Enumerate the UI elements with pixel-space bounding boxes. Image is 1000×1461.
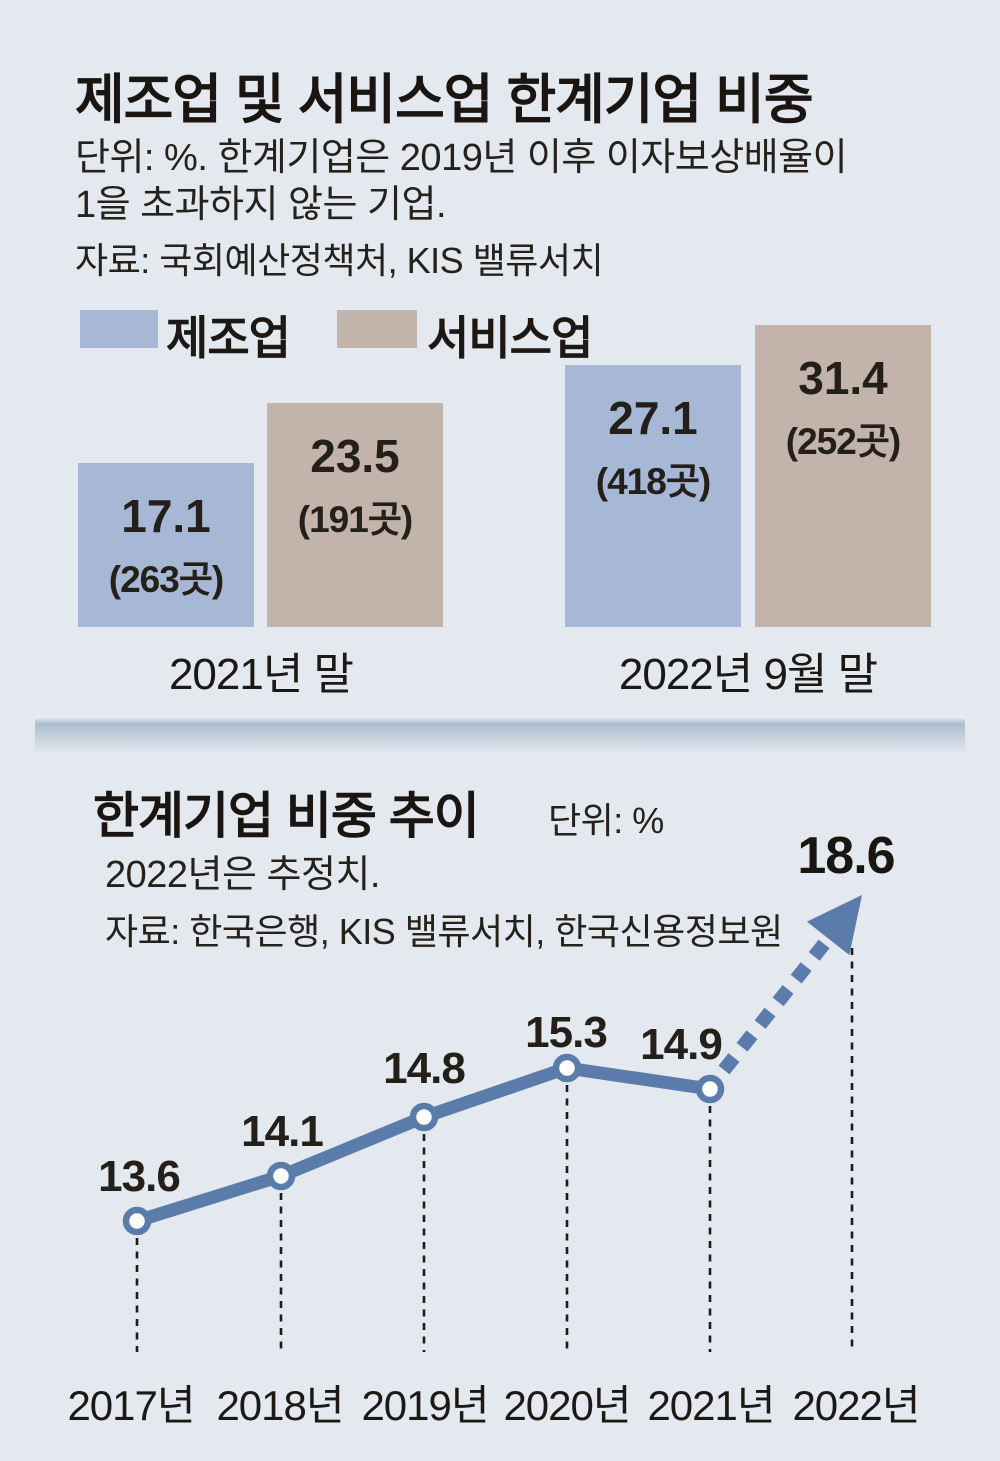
point-label-2019: 14.8	[383, 1044, 466, 1093]
bar-value: 27.1	[608, 392, 698, 444]
bar-count: (418곳)	[595, 461, 711, 502]
bar-group-label-2022: 2022년 9월 말	[618, 650, 878, 699]
x-label-2018: 2018년	[216, 1382, 344, 1429]
bar-chart-source: 자료: 국회예산정책처, KIS 밸류서치	[75, 240, 604, 281]
line-chart-unit: 단위: %	[548, 800, 664, 841]
bar-chart-subtitle-line1: 단위: %. 한계기업은 2019년 이후 이자보상배율이	[75, 137, 848, 179]
bar-chart-subtitle-line2: 1을 초과하지 않는 기업.	[75, 184, 447, 226]
x-label-2020: 2020년	[503, 1382, 631, 1429]
bar-chart-title: 제조업 및 서비스업 한계기업 비중	[75, 70, 814, 130]
bar-count: (263곳)	[108, 559, 224, 600]
x-label-2019: 2019년	[361, 1382, 489, 1429]
arrowhead-icon	[806, 895, 862, 955]
legend-label-manufacturing: 제조업	[166, 312, 291, 364]
bar-2022-manufacturing: 27.1 (418곳)	[565, 365, 741, 627]
legend-swatch-services	[337, 310, 417, 348]
legend-label-services: 서비스업	[427, 312, 593, 364]
bar-2021-manufacturing: 17.1 (263곳)	[78, 463, 254, 627]
bar-value: 17.1	[121, 490, 211, 542]
line-chart-title: 한계기업 비중 추이	[93, 788, 480, 844]
bar-count: (252곳)	[785, 421, 901, 462]
point-label-2021: 14.9	[640, 1020, 723, 1069]
point-label-2022-estimate: 18.6	[797, 827, 895, 885]
point-label-2018: 14.1	[241, 1107, 324, 1156]
bar-2022-services: 31.4 (252곳)	[755, 325, 931, 627]
bar-2021-services: 23.5 (191곳)	[267, 403, 443, 627]
line-chart-source: 자료: 한국은행, KIS 밸류서치, 한국신용정보원	[105, 911, 783, 952]
point-label-2020: 15.3	[525, 1008, 608, 1057]
legend-swatch-manufacturing	[80, 310, 158, 348]
bar-value: 23.5	[310, 430, 400, 482]
section-divider	[35, 716, 965, 755]
bar-value: 31.4	[798, 352, 888, 404]
bar-group-label-2021: 2021년 말	[168, 650, 354, 699]
line-chart-note: 2022년은 추정치.	[105, 854, 380, 896]
x-label-2021: 2021년	[647, 1382, 775, 1429]
x-label-2022: 2022년	[792, 1382, 920, 1429]
bar-count: (191곳)	[297, 499, 413, 540]
x-label-2017: 2017년	[67, 1382, 195, 1429]
guide-lines	[135, 948, 854, 1352]
point-label-2017: 13.6	[98, 1152, 181, 1201]
data-point-markers	[122, 1053, 725, 1236]
